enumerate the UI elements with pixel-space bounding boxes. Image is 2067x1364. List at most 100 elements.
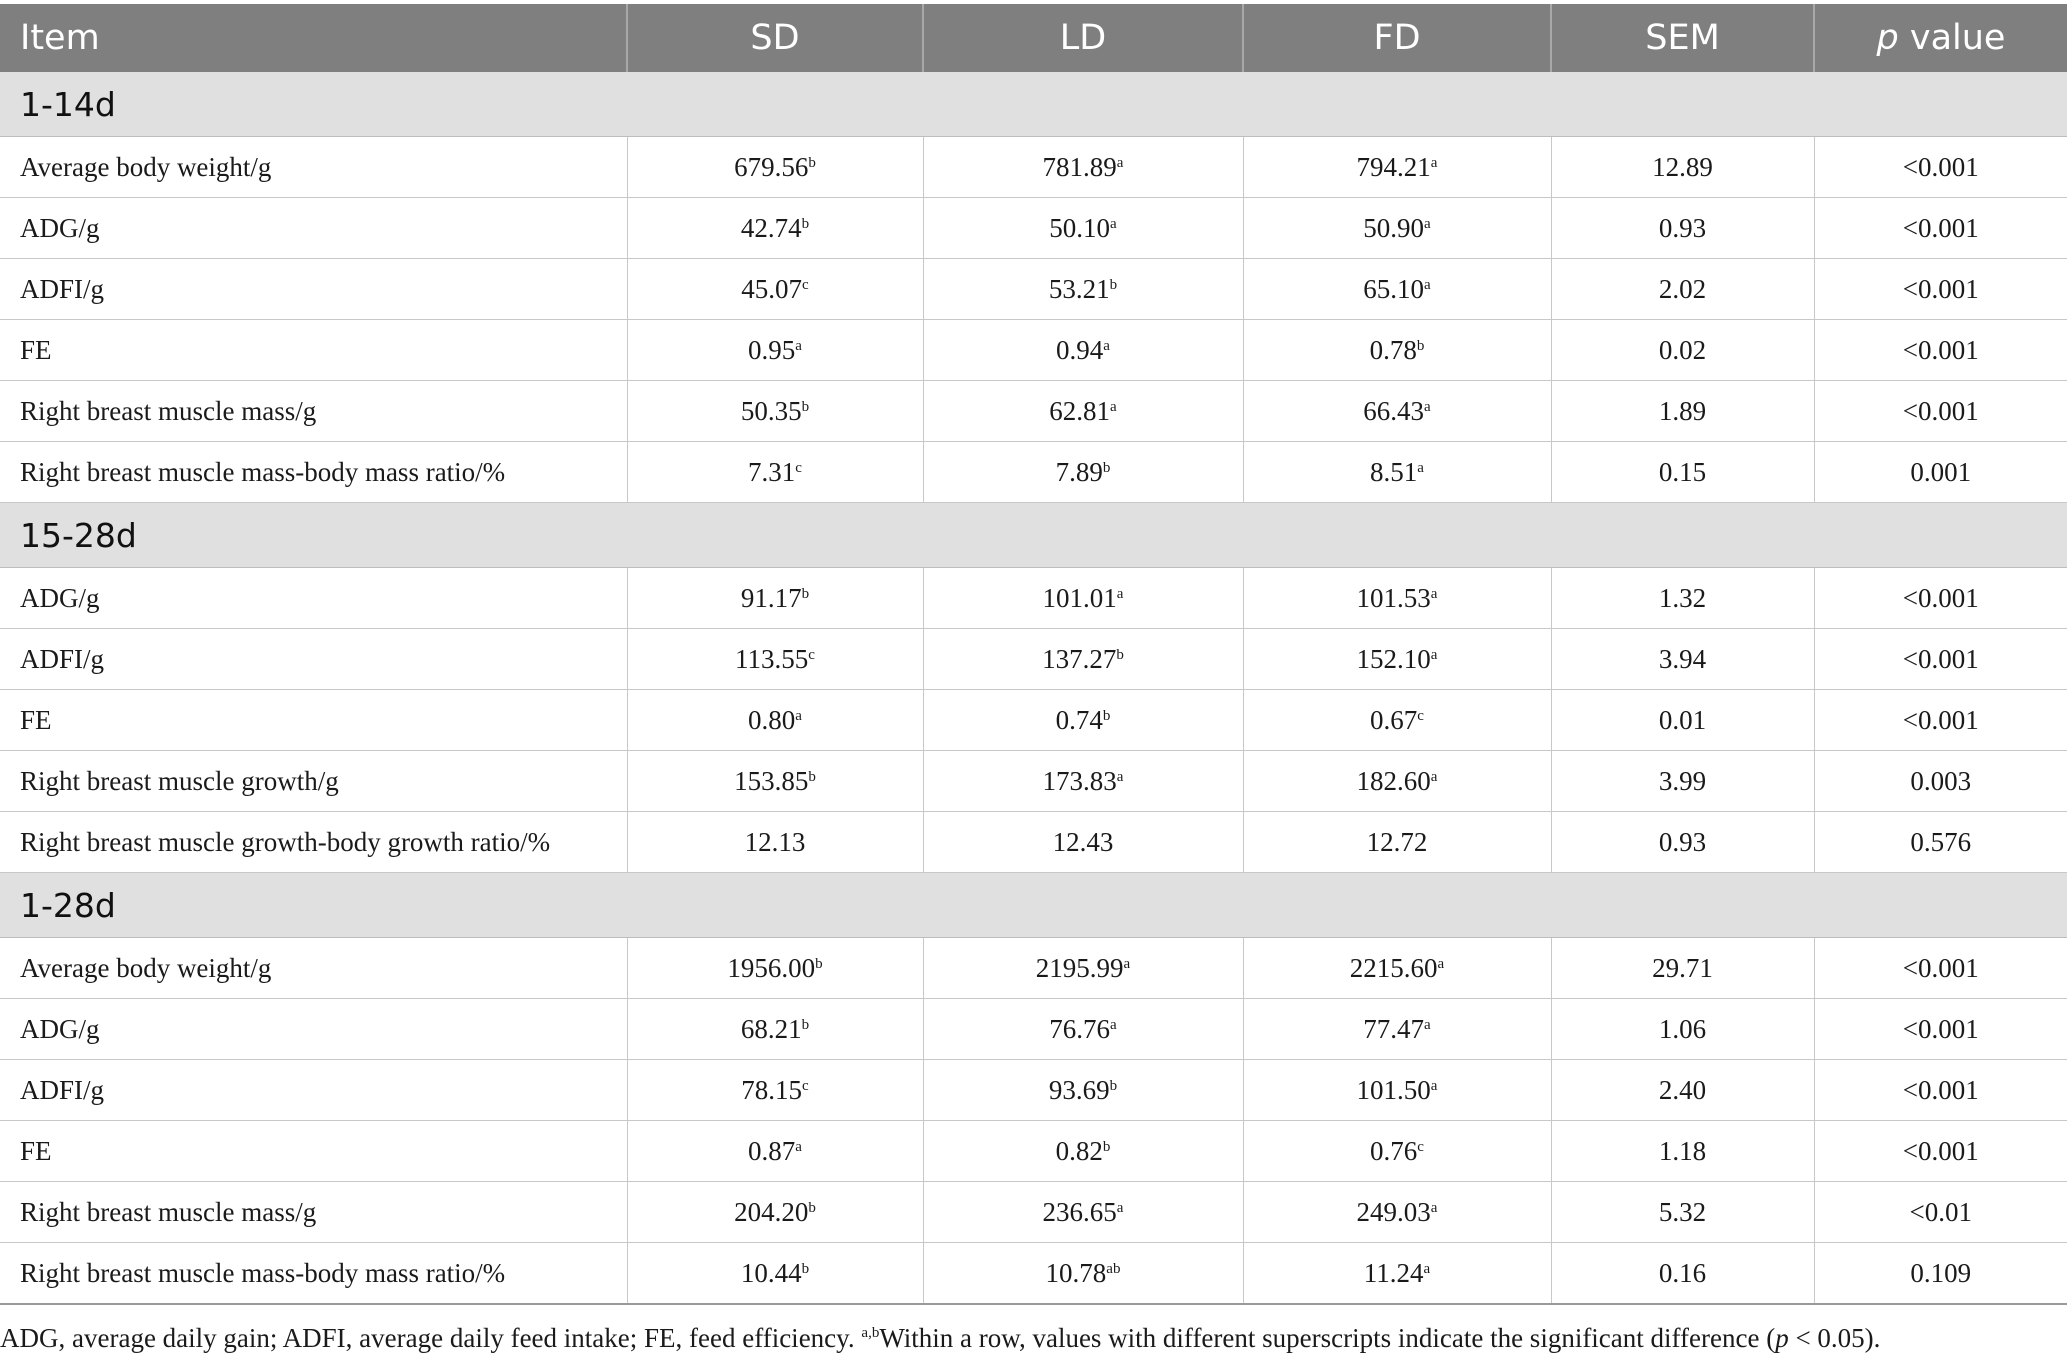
cell-p-value: 0.001 bbox=[1814, 441, 2067, 503]
footnote-text-3: < 0.05). bbox=[1788, 1323, 1881, 1353]
cell-sd: 0.80a bbox=[627, 689, 924, 751]
cell-fd: 0.78b bbox=[1243, 319, 1552, 381]
table-row: FE 0.95a 0.94a 0.78b 0.02 <0.001 bbox=[0, 319, 2067, 381]
cell-sd: 45.07c bbox=[627, 258, 924, 320]
header-row: Item SD LD FD SEM p value bbox=[0, 4, 2067, 72]
cell-fd-value: 12.72 bbox=[1366, 826, 1428, 857]
cell-fd: 2215.60a bbox=[1243, 937, 1552, 999]
cell-fd-value: 0.76 bbox=[1370, 1135, 1418, 1166]
cell-ld-superscript: b bbox=[1102, 707, 1111, 724]
table-row: Average body weight/g 1956.00b 2195.99a 221… bbox=[0, 937, 2067, 999]
cell-ld-value: 0.82 bbox=[1055, 1135, 1103, 1166]
cell-sd: 91.17b bbox=[627, 567, 924, 629]
cell-ld-value: 137.27 bbox=[1042, 643, 1117, 674]
cell-p-value: <0.001 bbox=[1814, 1120, 2067, 1182]
cell-fd-value: 249.03 bbox=[1356, 1196, 1431, 1227]
cell-sem: 29.71 bbox=[1551, 937, 1815, 999]
section-row: 1-14d bbox=[0, 72, 2067, 137]
cell-sd: 78.15c bbox=[627, 1059, 924, 1121]
cell-p-value: 0.576 bbox=[1814, 811, 2067, 873]
row-label: Average body weight/g bbox=[0, 136, 628, 198]
data-table-container: Item SD LD FD SEM p value 1-14d Average b… bbox=[0, 4, 2067, 1305]
cell-fd-superscript: b bbox=[1416, 337, 1425, 354]
table-row: Right breast muscle mass-body mass ratio… bbox=[0, 1242, 2067, 1305]
cell-p-value: <0.001 bbox=[1814, 319, 2067, 381]
cell-ld-value: 0.94 bbox=[1056, 334, 1104, 365]
cell-sd-superscript: b bbox=[801, 585, 810, 602]
cell-fd: 66.43a bbox=[1243, 380, 1552, 442]
section-row: 15-28d bbox=[0, 502, 2067, 568]
header-p-value: p value bbox=[1814, 4, 2067, 72]
cell-sd-value: 91.17 bbox=[740, 582, 802, 613]
cell-sd-value: 7.31 bbox=[748, 456, 796, 487]
cell-sd-value: 204.20 bbox=[734, 1196, 809, 1227]
table-row: FE 0.80a 0.74b 0.67c 0.01 <0.001 bbox=[0, 689, 2067, 751]
cell-ld: 101.01a bbox=[923, 567, 1244, 629]
cell-sd-superscript: b bbox=[808, 768, 816, 785]
cell-fd-superscript: a bbox=[1417, 459, 1424, 476]
cell-sd-value: 1956.00 bbox=[727, 952, 816, 983]
cell-ld: 781.89a bbox=[923, 136, 1244, 198]
cell-sd: 0.87a bbox=[627, 1120, 924, 1182]
cell-sem: 3.99 bbox=[1551, 750, 1815, 812]
cell-ld-value: 173.83 bbox=[1042, 765, 1117, 796]
cell-ld-superscript: a bbox=[1110, 398, 1117, 415]
cell-p-value: 0.109 bbox=[1814, 1242, 2067, 1305]
cell-ld: 10.78ab bbox=[923, 1242, 1244, 1305]
cell-ld-value: 62.81 bbox=[1049, 395, 1111, 426]
row-label: FE bbox=[0, 1120, 628, 1182]
cell-ld: 0.74b bbox=[923, 689, 1244, 751]
cell-p-value: <0.01 bbox=[1814, 1181, 2067, 1243]
cell-sd: 12.13 bbox=[627, 811, 924, 873]
table-row: Right breast muscle growth/g 153.85b 173.8… bbox=[0, 750, 2067, 812]
cell-ld: 173.83a bbox=[923, 750, 1244, 812]
cell-fd: 12.72 bbox=[1243, 811, 1552, 873]
table-row: ADFI/g 113.55c 137.27b 152.10a 3.94 <0.001 bbox=[0, 628, 2067, 690]
row-label: Right breast muscle mass-body mass ratio… bbox=[0, 441, 628, 503]
cell-fd-value: 182.60 bbox=[1356, 765, 1431, 796]
cell-fd: 794.21a bbox=[1243, 136, 1552, 198]
cell-fd: 0.76c bbox=[1243, 1120, 1552, 1182]
cell-fd-superscript: c bbox=[1417, 1138, 1424, 1155]
cell-fd: 182.60a bbox=[1243, 750, 1552, 812]
cell-fd-value: 0.67 bbox=[1370, 704, 1418, 735]
cell-sd: 113.55c bbox=[627, 628, 924, 690]
cell-fd-value: 152.10 bbox=[1356, 643, 1431, 674]
cell-ld-superscript: a bbox=[1116, 585, 1124, 602]
cell-ld: 50.10a bbox=[923, 197, 1244, 259]
cell-ld-value: 50.10 bbox=[1049, 212, 1111, 243]
cell-p-value: <0.001 bbox=[1814, 197, 2067, 259]
cell-sem: 1.89 bbox=[1551, 380, 1815, 442]
cell-sd-value: 113.55 bbox=[735, 643, 809, 674]
cell-sd-superscript: a bbox=[795, 1138, 802, 1155]
table-row: Average body weight/g 679.56b 781.89a 794.2… bbox=[0, 136, 2067, 198]
cell-sd-value: 50.35 bbox=[740, 395, 802, 426]
cell-p-value: <0.001 bbox=[1814, 1059, 2067, 1121]
cell-sd-value: 78.15 bbox=[741, 1074, 803, 1105]
cell-sd-superscript: c bbox=[802, 276, 809, 293]
cell-p-value: <0.001 bbox=[1814, 567, 2067, 629]
cell-fd-value: 11.24 bbox=[1363, 1257, 1424, 1288]
cell-sd-superscript: b bbox=[801, 1016, 810, 1033]
cell-ld-value: 0.74 bbox=[1055, 704, 1103, 735]
cell-sd: 1956.00b bbox=[627, 937, 924, 999]
cell-fd-value: 65.10 bbox=[1363, 273, 1425, 304]
cell-ld-superscript: ab bbox=[1106, 1260, 1121, 1277]
table-row: ADG/g 91.17b 101.01a 101.53a 1.32 <0.001 bbox=[0, 567, 2067, 629]
cell-sd-value: 0.80 bbox=[748, 704, 796, 735]
cell-p-value: <0.001 bbox=[1814, 628, 2067, 690]
cell-sd-value: 12.13 bbox=[744, 826, 806, 857]
cell-sd-superscript: a bbox=[795, 337, 802, 354]
row-label: ADG/g bbox=[0, 998, 628, 1060]
cell-fd-value: 77.47 bbox=[1363, 1013, 1425, 1044]
row-label: Right breast muscle growth/g bbox=[0, 750, 628, 812]
cell-fd: 101.50a bbox=[1243, 1059, 1552, 1121]
cell-sd-value: 42.74 bbox=[740, 212, 802, 243]
header-sd: SD bbox=[627, 4, 924, 72]
cell-sem: 1.06 bbox=[1551, 998, 1815, 1060]
cell-sd-superscript: c bbox=[802, 1077, 809, 1094]
cell-sd: 0.95a bbox=[627, 319, 924, 381]
table-row: Right breast muscle mass/g 204.20b 236.65a… bbox=[0, 1181, 2067, 1243]
cell-sd-superscript: b bbox=[801, 398, 810, 415]
cell-sem: 5.32 bbox=[1551, 1181, 1815, 1243]
